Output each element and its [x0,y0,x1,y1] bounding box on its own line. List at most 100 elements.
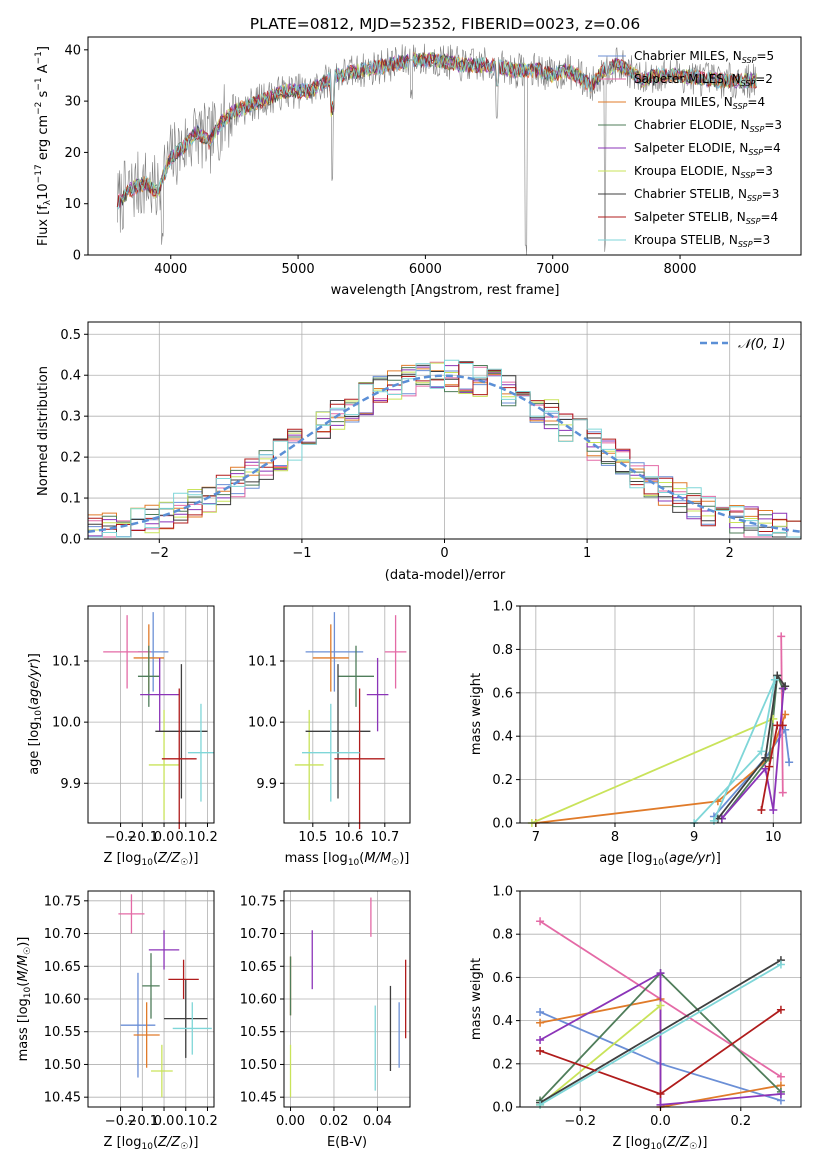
legend-label: Kroupa ELODIE, NSSP=3 [634,164,773,180]
mass-weight-point-marker [536,1100,545,1109]
y-tick-label: 10.70 [240,927,277,942]
x-tick-label: 7 [532,830,540,845]
y-tick-label: 10.75 [44,894,81,909]
mass-weight-point-marker [656,969,665,978]
y-tick-label: 10.60 [240,993,277,1008]
legend-label: Chabrier MILES, NSSP=5 [634,49,774,65]
y-tick-label: 40 [64,43,81,58]
legend-series-name: Salpeter STELIB [634,210,729,224]
y-tick-label: 0.2 [60,451,81,466]
legend-series-name: Kroupa MILES [634,95,716,109]
mass-z-xlabel: Z [log10(Z/Z☉)] [104,1135,199,1152]
y-tick-label: 10.0 [248,716,277,731]
mass-weight-point-marker [776,1005,785,1014]
legend-nssp-value: 5 [767,49,775,63]
legend-nssp-value: 3 [763,233,771,247]
legend-nssp-value: 4 [771,210,779,224]
residual-histogram-step [88,359,801,538]
x-tick-label: 8 [611,830,619,845]
hist-steps [87,359,802,538]
x-tick-label: −0.2 [564,1114,596,1129]
y-tick-label: 0 [73,249,81,264]
spectrum-ylabel: Flux [fλ10−17 erg cm−2 s−1 A−1] [34,46,53,246]
x-tick-label: 4000 [154,262,187,277]
x-tick-label: 0.0 [154,1114,175,1129]
mass-weight-series-line [539,959,782,1104]
mass-weight-point-marker [536,1007,545,1016]
legend-label: Kroupa MILES, NSSP=4 [634,95,765,111]
legend-label: Chabrier ELODIE, NSSP=3 [634,118,782,134]
legend-nssp-value: 2 [765,72,773,86]
spectrum-axes-frame [87,36,802,256]
mass-weight-point-marker [776,960,785,969]
hist-grid [88,322,801,540]
x-tick-label: −0.1 [127,830,159,845]
age-z-ylabel: age [log10(age/yr)] [27,653,44,775]
mass-z-ylabel: mass [log10(M/M☉)] [16,937,33,1062]
hist-ylabel: Normed distribution [36,366,51,496]
mass-weight-point-marker [765,762,774,771]
mass-weight-series-line [721,688,785,820]
y-tick-label: 10.50 [44,1058,81,1073]
legend-label: Salpeter STELIB, NSSP=4 [634,210,778,226]
y-tick-label: 10.60 [44,993,81,1008]
y-tick-label: 0.6 [492,686,513,701]
y-tick-label: 10.45 [44,1091,81,1106]
y-tick-label: 0.1 [60,492,81,507]
x-tick-label: 7000 [536,262,569,277]
y-tick-label: 10.50 [240,1058,277,1073]
mass-weight-point-marker [785,758,794,767]
age-z-xlabel: Z [log10(Z/Z☉)] [104,851,199,868]
hist-legend: 𝒩(0, 1) [700,337,785,352]
y-tick-label: 10.1 [248,655,277,670]
legend-series-name: Salpeter MILES [634,72,724,86]
y-tick-label: 10.1 [52,655,81,670]
x-tick-label: 0.00 [276,1114,305,1129]
y-tick-label: 10.65 [240,960,277,975]
y-tick-label: 0.2 [492,773,513,788]
mass-weight-point-marker [761,753,770,762]
mw-age-axes-frame [519,605,802,824]
normal-curve-legend-label: 𝒩(0, 1) [738,337,785,352]
spectrum-lines [116,43,757,255]
mass-weight-point-marker [536,1036,545,1045]
x-tick-label: −0.1 [127,1114,159,1129]
x-tick-label: 9 [690,830,698,845]
x-tick-label: 10 [765,830,782,845]
mass-weight-series-line [693,679,776,824]
x-tick-label: 2 [726,546,734,561]
y-tick-label: 0.2 [492,1057,513,1072]
mass-weight-series-line [531,717,774,824]
legend-series-name: Kroupa STELIB [634,233,721,247]
mass-weight-point-marker [757,805,766,814]
mass-weight-point-marker [769,805,778,814]
mass-weight-point-marker [778,788,787,797]
mw-z-xlabel: Z [log10(Z/Z☉)] [613,1135,708,1152]
y-tick-label: 1.0 [492,885,513,900]
spectrum-legend: Chabrier MILES, NSSP=5 Salpeter MILES, NS… [598,49,782,249]
legend-nssp-value: 3 [774,118,782,132]
x-tick-label: 10.7 [370,830,399,845]
y-tick-label: 0.5 [60,328,81,343]
y-tick-label: 0.0 [492,817,513,832]
y-tick-label: 0.6 [492,971,513,986]
legend-series-name: Salpeter ELODIE [634,141,732,155]
mass-weight-point-marker [770,675,779,684]
massweight-vs-metallicity-panel: −0.2 0.0 0.2 0.0 0.2 0.4 0.6 0.8 1.0 Z [log10(Z/… [469,885,802,1152]
legend-series-name: Chabrier MILES [634,49,725,63]
x-tick-label: 0.2 [197,830,218,845]
y-tick-label: 10.65 [44,960,81,975]
mw-age-ylabel: mass weight [469,673,484,755]
mw-age-xlabel: age [log10(age/yr)] [599,851,721,868]
legend-series-name: Chabrier ELODIE [634,118,733,132]
mass-weight-point-marker [757,747,766,756]
mass-weight-series-line [539,1004,662,1106]
legend-nssp-value: 4 [757,95,765,109]
figure-title: PLATE=0812, MJD=52352, FIBERID=0023, z=0… [250,15,640,33]
y-tick-label: 10.55 [44,1025,81,1040]
mw-z-ylabel: mass weight [469,958,484,1040]
legend-series-name: Chabrier STELIB [634,187,730,201]
mass-weight-point-marker [536,917,545,926]
x-tick-label: 8000 [663,262,696,277]
